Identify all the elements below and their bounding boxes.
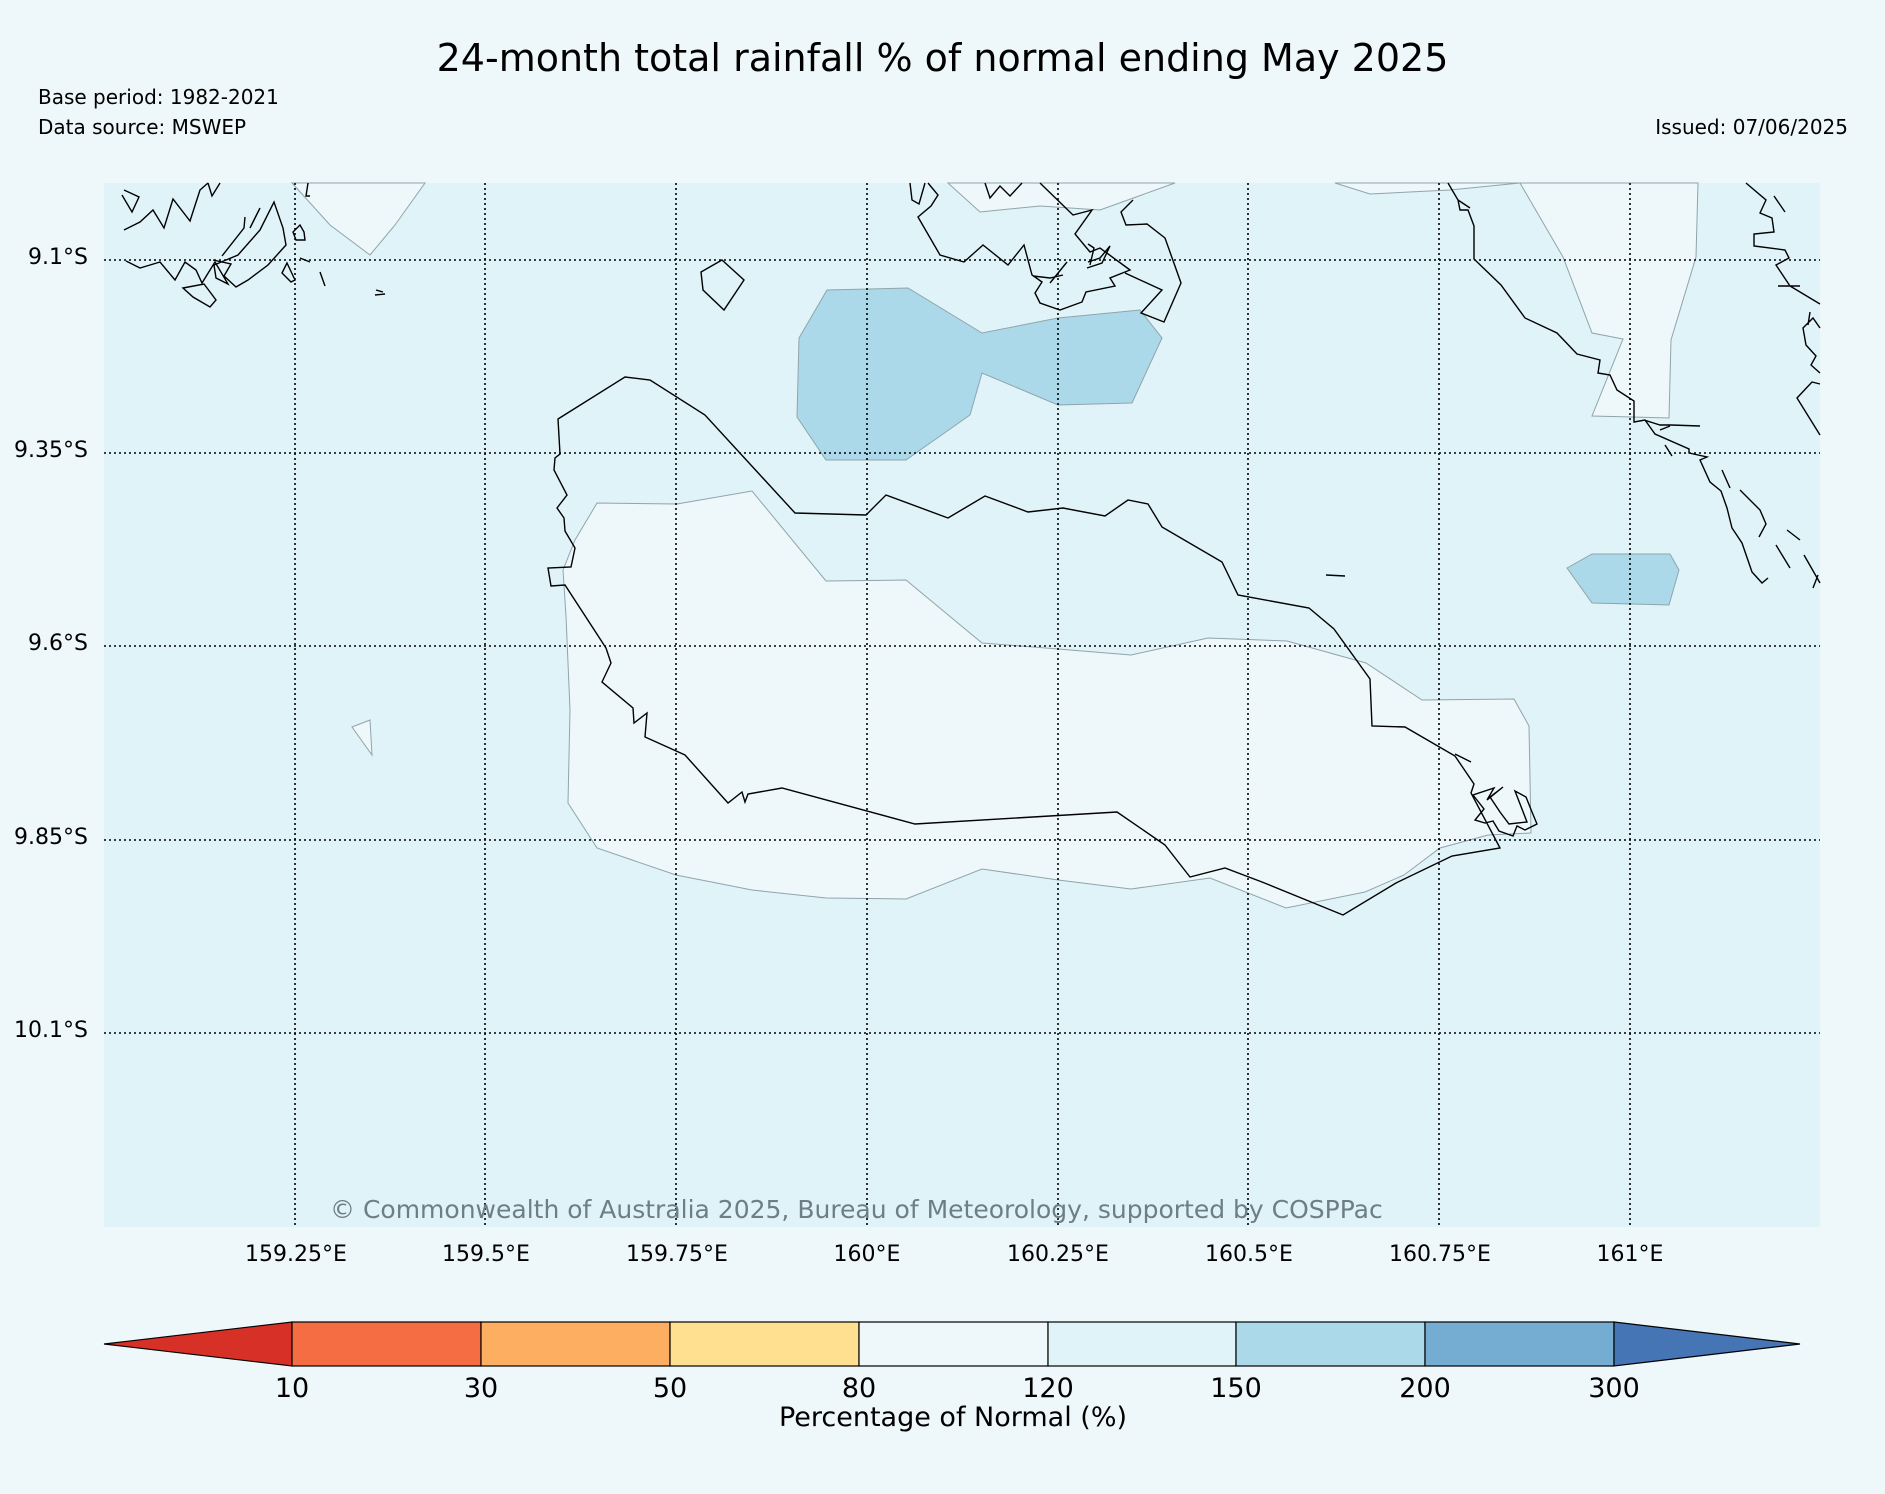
- zone-80-120-ne: [1334, 182, 1521, 195]
- lon-label: 159.25°E: [245, 1242, 347, 1267]
- main-island-coast: [547, 376, 1502, 916]
- colorbar-tick: 30: [463, 1373, 499, 1404]
- lat-label: 9.85°S: [14, 825, 88, 850]
- colorbar-tick: 150: [1210, 1373, 1262, 1404]
- main-island-tip: [1471, 786, 1538, 837]
- base-period: Base period: 1982-2021: [38, 85, 279, 109]
- map-title: 24-month total rainfall % of normal endi…: [436, 36, 1449, 80]
- lon-label: 160°E: [833, 1242, 901, 1267]
- colorbar-title: Percentage of Normal (%): [778, 1402, 1128, 1433]
- coast-north-central: [909, 182, 1182, 323]
- coastlines: [121, 182, 1821, 916]
- colorbar-segment-150-200: [1235, 1321, 1426, 1367]
- colorbar: [103, 1321, 1801, 1367]
- lon-label: 160.25°E: [1007, 1242, 1109, 1267]
- lat-label: 9.6°S: [28, 631, 88, 656]
- coast-east: [1325, 182, 1821, 589]
- colorbar-tick: 300: [1588, 1373, 1640, 1404]
- issued-date: Issued: 07/06/2025: [1655, 115, 1848, 139]
- zone-80-120-east: [1519, 182, 1699, 419]
- colorbar-segment-80-120: [858, 1321, 1049, 1367]
- colorbar-tick: 80: [841, 1373, 877, 1404]
- lon-label: 160.75°E: [1389, 1242, 1491, 1267]
- lon-label: 161°E: [1596, 1242, 1664, 1267]
- zone-80-120-islet: [351, 719, 373, 757]
- lat-label: 10.1°S: [14, 1018, 88, 1043]
- lon-label: 159.5°E: [442, 1242, 530, 1267]
- colorbar-segment-120-150: [1047, 1321, 1237, 1367]
- colorbar-segment-10-30: [291, 1321, 482, 1367]
- islet-north: [700, 259, 745, 312]
- zone-80-120: [562, 490, 1532, 909]
- lon-label: 160.5°E: [1205, 1242, 1293, 1267]
- colorbar-tick: 200: [1399, 1373, 1451, 1404]
- colorbar-extend-low: [103, 1321, 293, 1367]
- lon-label: 159.75°E: [626, 1242, 728, 1267]
- copyright-notice: © Commonwealth of Australia 2025, Bureau…: [330, 1195, 1383, 1224]
- colorbar-segment-30-50: [480, 1321, 671, 1367]
- gridlines: [104, 183, 1820, 1227]
- lat-label: 9.35°S: [14, 438, 88, 463]
- colorbar-segment-200-300: [1424, 1321, 1615, 1367]
- zone-150-200-east: [1566, 553, 1680, 606]
- data-source: Data source: MSWEP: [38, 115, 247, 139]
- colorbar-segment-50-80: [669, 1321, 860, 1367]
- colorbar-tick: 120: [1022, 1373, 1074, 1404]
- colorbar-tick: 10: [274, 1373, 310, 1404]
- colorbar-extend-high: [1613, 1321, 1801, 1367]
- lat-label: 9.1°S: [28, 245, 88, 270]
- zone-80-120-nw: [290, 182, 426, 256]
- coast-dash-1: [1454, 753, 1472, 763]
- colorbar-tick: 50: [652, 1373, 688, 1404]
